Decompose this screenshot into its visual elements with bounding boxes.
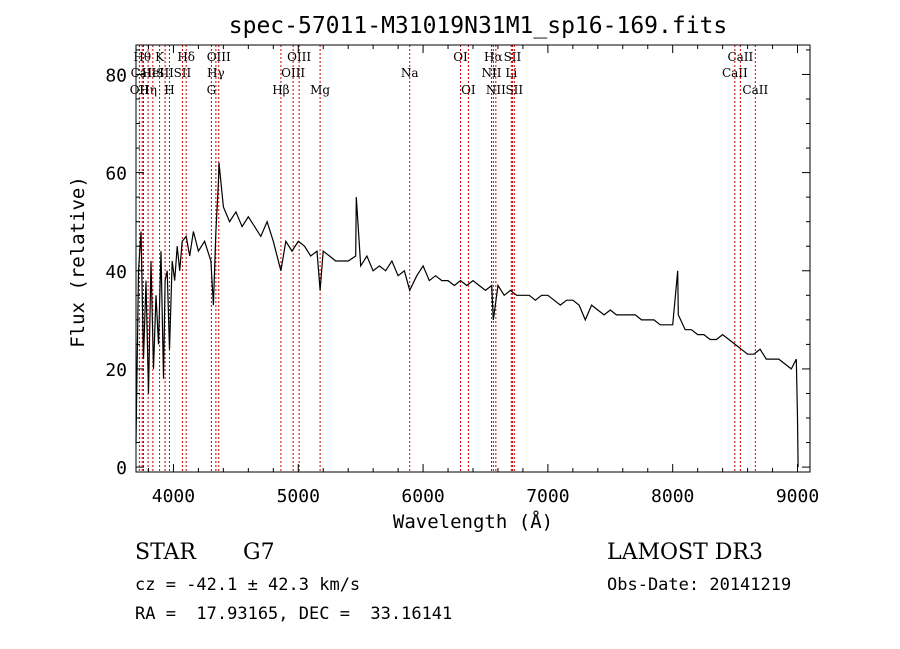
- observation-date: Obs-Date: 20141219: [607, 575, 792, 595]
- line-marker-label: OIII: [281, 66, 305, 80]
- line-marker-label: Hβ: [272, 83, 289, 97]
- object-class: STAR: [135, 540, 196, 565]
- y-tick-label: 0: [116, 458, 127, 479]
- line-marker-label: CaII: [131, 66, 157, 80]
- line-marker-label: CaII: [742, 83, 768, 97]
- line-marker-label: NII: [481, 66, 501, 80]
- line-marker-label: Mg: [310, 83, 330, 97]
- redshift-value: cz = -42.1 ± 42.3 km/s: [135, 575, 361, 595]
- line-marker-label: Hη: [139, 83, 157, 97]
- y-axis: 0 20 40 60 80: [105, 49, 810, 479]
- object-subclass: G7: [243, 540, 275, 565]
- line-marker-label: H: [164, 83, 174, 97]
- line-marker-label: OI: [453, 50, 468, 64]
- x-tick-label: 6000: [401, 486, 444, 507]
- line-marker-label: CaII: [727, 50, 753, 64]
- line-marker-label: CaII: [722, 66, 748, 80]
- y-tick-label: 80: [105, 65, 127, 86]
- line-marker-label: Li: [505, 66, 517, 80]
- x-tick-label: 8000: [651, 486, 694, 507]
- line-marker-label: OII: [130, 83, 150, 97]
- plot-frame: [135, 44, 811, 473]
- x-tick-label: 5000: [277, 486, 320, 507]
- line-marker-label: OIII: [207, 50, 231, 64]
- line-marker-label: K: [155, 50, 165, 64]
- line-marker-label: SII: [156, 66, 174, 80]
- line-marker-label: G: [207, 83, 217, 97]
- line-marker-label: Hγ: [207, 66, 225, 80]
- y-axis-label: Flux (relative): [67, 176, 89, 348]
- line-marker-label: OIII: [287, 50, 311, 64]
- chart-title: spec-57011-M31019N31M1_sp16-169.fits: [229, 13, 728, 39]
- x-axis-label: Wavelength (Å): [393, 510, 553, 533]
- line-marker-label: Na: [401, 66, 419, 80]
- line-marker-label: Hδ: [177, 50, 195, 64]
- survey-name: LAMOST DR3: [607, 540, 763, 565]
- x-tick-label: 4000: [152, 486, 195, 507]
- line-marker-label: Hα: [484, 50, 503, 64]
- line-markers: OIIHθCaIIHηHeIKSIIHSIIHδGHγOIIIHβOIIIOII…: [130, 45, 768, 472]
- line-marker-label: SII: [505, 83, 523, 97]
- line-marker-label: Hθ: [133, 50, 151, 64]
- x-axis: 4000 5000 6000 7000 8000 9000: [147, 45, 819, 507]
- x-tick-label: 7000: [526, 486, 569, 507]
- x-tick-label: 9000: [776, 486, 819, 507]
- y-tick-label: 20: [105, 360, 127, 381]
- y-tick-label: 60: [105, 164, 127, 185]
- line-marker-label: SII: [174, 66, 192, 80]
- spectrum-series-line: [135, 162, 799, 468]
- line-marker-label: NII: [486, 83, 506, 97]
- y-tick-label: 40: [105, 262, 127, 283]
- line-marker-label: OI: [461, 83, 476, 97]
- coordinates: RA = 17.93165, DEC = 33.16141: [135, 604, 453, 624]
- line-marker-label: HeI: [142, 66, 165, 80]
- line-marker-label: SII: [504, 50, 522, 64]
